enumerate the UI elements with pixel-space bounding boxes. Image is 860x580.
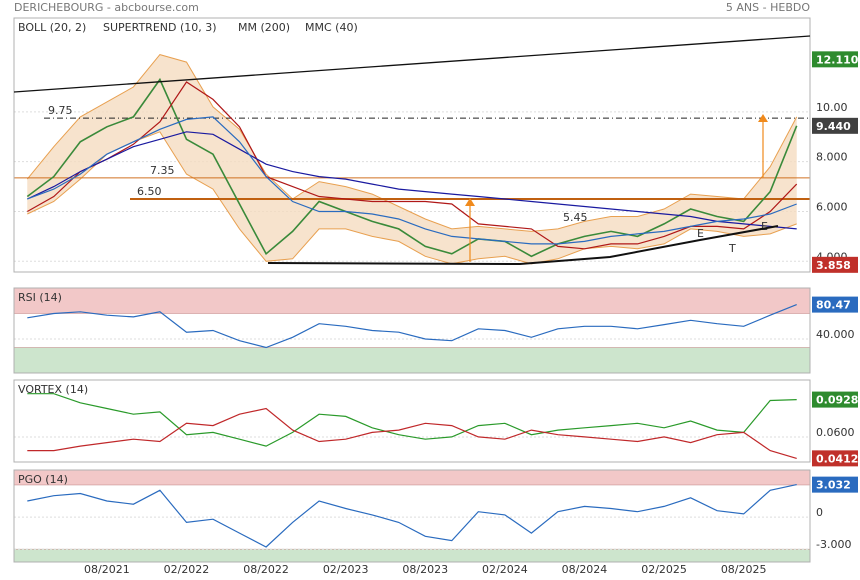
legend-label: MMC (40)	[305, 21, 358, 34]
chart-subtitle: 5 ANS - HEBDO	[726, 1, 810, 14]
series-line	[27, 484, 797, 548]
value-box-label: 0.0412	[816, 452, 858, 465]
zone	[13, 287, 811, 314]
x-tick-label: 02/2024	[482, 563, 528, 576]
x-tick-label: 08/2024	[562, 563, 608, 576]
x-tick-label: 02/2023	[323, 563, 369, 576]
level-label: 9.75	[48, 104, 73, 117]
panel-frame	[13, 469, 811, 563]
annotation: E	[697, 227, 704, 240]
annotation: 5.45	[563, 211, 588, 224]
y-tick-label: 0.0600	[816, 426, 855, 439]
zone	[13, 347, 811, 374]
trendline	[13, 35, 811, 93]
arrow-head	[758, 114, 768, 122]
panel-bg	[14, 380, 810, 462]
value-box	[812, 256, 858, 273]
series-line	[27, 131, 797, 230]
panel-title: PGO (14)	[18, 473, 68, 486]
panel-frame	[13, 287, 811, 374]
value-box-label: 0.0928	[816, 394, 858, 407]
series-line	[26, 77, 798, 258]
panel-frame	[13, 17, 811, 273]
value-box	[812, 51, 858, 68]
level-label: 7.35	[150, 164, 175, 177]
x-tick-label: 08/2023	[402, 563, 448, 576]
arrow-head	[465, 198, 475, 206]
y-tick-label: 10.00	[816, 101, 848, 114]
series-line	[27, 116, 797, 245]
zone	[13, 469, 811, 486]
x-tick-label: 08/2022	[243, 563, 289, 576]
panel-title: VORTEX (14)	[18, 383, 88, 396]
value-box	[812, 296, 858, 313]
series-line	[27, 81, 798, 250]
legend-label: BOLL (20, 2)	[18, 21, 86, 34]
value-box-label: 3.858	[816, 259, 851, 272]
zone	[13, 548, 811, 563]
band-fill	[27, 54, 797, 264]
value-box-label: 9.440	[816, 120, 851, 133]
value-box	[812, 391, 858, 408]
bollinger-lower	[27, 131, 797, 265]
panels: 4.0006.0008.00010.009.757.356.505.45ETEB…	[13, 17, 859, 576]
x-tick-label: 02/2022	[164, 563, 210, 576]
y-tick-label: -3.000	[816, 538, 851, 551]
bollinger-upper	[26, 54, 798, 232]
value-box-label: 80.47	[816, 299, 851, 312]
panel-bg	[14, 470, 810, 562]
panel-frame	[13, 379, 811, 463]
series-line	[27, 304, 797, 349]
series-line	[27, 407, 797, 459]
value-box-label: 12.110	[816, 53, 859, 66]
y-tick-label: 40.000	[816, 328, 855, 341]
value-box-label: 3.032	[816, 479, 851, 492]
panel-title: RSI (14)	[18, 291, 62, 304]
value-box	[812, 117, 858, 134]
chart-title: DERICHEBOURG - abcbourse.com	[14, 1, 199, 14]
level-label: 6.50	[137, 185, 162, 198]
series-line	[27, 393, 797, 447]
annotation: T	[728, 242, 736, 255]
y-tick-label: 8.000	[816, 151, 848, 164]
y-tick-label: 0	[816, 506, 823, 519]
annotation: E	[761, 220, 768, 233]
x-tick-label: 02/2025	[641, 563, 687, 576]
support-line	[267, 225, 779, 266]
legend-label: SUPERTREND (10, 3)	[103, 21, 217, 34]
value-box	[812, 476, 858, 493]
value-box	[812, 450, 858, 467]
legend-label: MM (200)	[238, 21, 290, 34]
y-tick-label: 6.000	[816, 200, 848, 213]
x-tick-label: 08/2021	[84, 563, 130, 576]
x-tick-label: 08/2025	[721, 563, 767, 576]
